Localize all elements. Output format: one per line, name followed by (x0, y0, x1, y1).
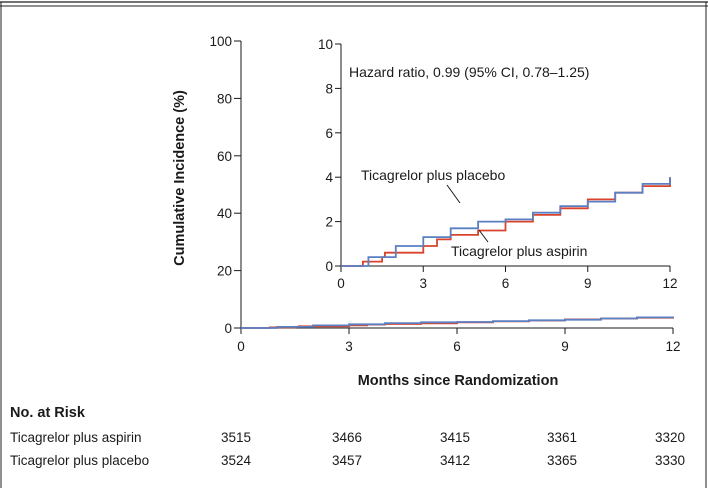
risk-row-placebo-label: Ticagrelor plus placebo (10, 453, 149, 468)
main-y-tick-label: 80 (217, 91, 232, 106)
hazard-ratio-annotation: Hazard ratio, 0.99 (95% CI, 0.78–1.25) (349, 64, 589, 80)
inset-y-tick-label: 4 (325, 170, 333, 185)
risk-cell: 3412 (440, 453, 470, 468)
inset-y-tick-label: 6 (325, 126, 333, 141)
inset-x-tick-label: 3 (419, 276, 427, 291)
main-x-tick-label: 0 (237, 339, 245, 354)
risk-cell: 3524 (221, 453, 252, 468)
inset-label-placebo: Ticagrelor plus placebo (361, 167, 505, 183)
risk-cell: 3365 (547, 453, 577, 468)
main-x-tick-label: 3 (345, 339, 353, 354)
main-y-tick-label: 0 (224, 321, 232, 336)
inset-series (341, 177, 671, 267)
main-series (241, 316, 674, 329)
main-series-line-1 (241, 316, 674, 329)
inset-y-tick-label: 8 (325, 81, 333, 96)
x-axis-title: Months since Randomization (358, 373, 559, 389)
risk-cell: 3415 (440, 430, 470, 445)
inset-series-line-1 (341, 177, 671, 267)
inset-label-placebo-leader (446, 184, 461, 204)
main-y-tick-label: 60 (217, 149, 232, 164)
inset-y-tick-label: 0 (325, 259, 333, 274)
inset-label-aspirin: Ticagrelor plus aspirin (451, 243, 587, 259)
risk-cell: 3466 (332, 430, 362, 445)
risk-cell: 3457 (332, 453, 362, 468)
main-x-tick-label: 6 (453, 339, 461, 354)
main-x-tick-label: 9 (561, 339, 569, 354)
risk-cell: 3330 (655, 453, 685, 468)
inset-label-aspirin-leader (478, 229, 489, 243)
main-y-tick-label: 20 (217, 264, 232, 279)
inset-y-tick-label: 2 (325, 215, 333, 230)
inset-x-tick-label: 9 (584, 276, 592, 291)
y-axis-title: Cumulative Incidence (%) (172, 90, 188, 266)
main-x-tick-label: 12 (665, 339, 680, 354)
risk-cell: 3320 (655, 430, 685, 445)
inset-x-tick-label: 6 (502, 276, 510, 291)
inset-axes: 0 2 4 6 8 10 0 3 6 9 12 (318, 37, 678, 291)
main-y-tick-label: 100 (209, 34, 232, 49)
risk-table-title: No. at Risk (10, 405, 86, 421)
risk-row-aspirin-label: Ticagrelor plus aspirin (10, 430, 142, 445)
inset-x-tick-label: 12 (662, 276, 677, 291)
inset-x-tick-label: 0 (337, 276, 345, 291)
inset-y-tick-label: 10 (318, 37, 333, 52)
risk-cell: 3515 (221, 430, 251, 445)
risk-cell: 3361 (547, 430, 577, 445)
main-y-tick-label: 40 (217, 206, 232, 221)
risk-table-values: 3515 3466 3415 3361 3320 3524 3457 3412 3365 3330 (221, 430, 685, 468)
